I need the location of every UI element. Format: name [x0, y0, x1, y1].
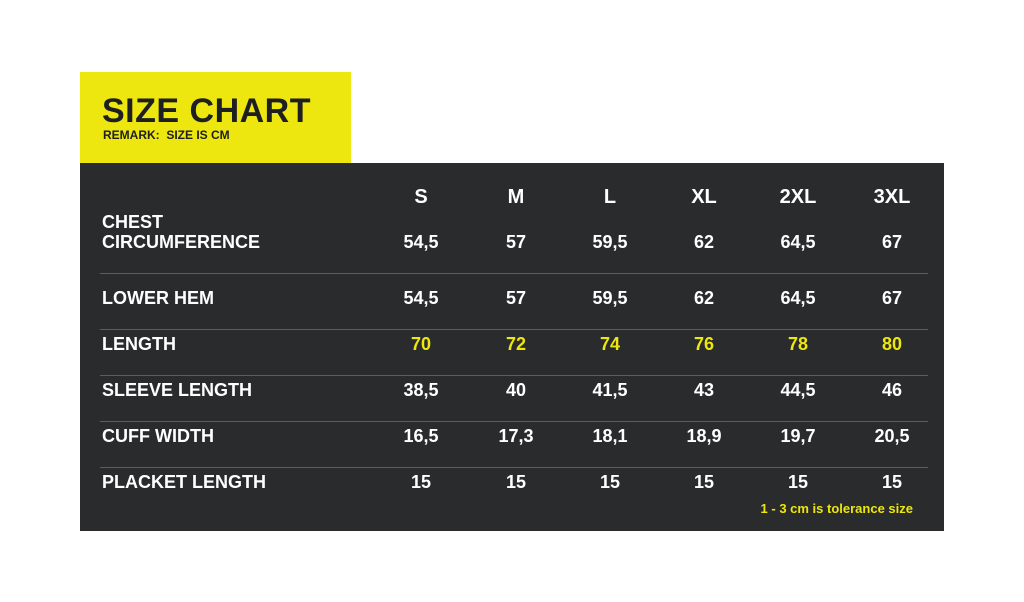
- row-label: CHEST: [102, 212, 164, 232]
- title: SIZE CHART: [102, 92, 311, 130]
- cell: 17,3: [498, 426, 534, 446]
- cell: 57: [505, 288, 527, 308]
- row-label: CUFF WIDTH: [102, 426, 214, 446]
- cell: 15: [881, 472, 903, 492]
- row-divider: [100, 329, 928, 330]
- row-label: SLEEVE LENGTH: [102, 380, 253, 400]
- cell: 38,5: [403, 380, 439, 400]
- column-header: L: [603, 186, 617, 208]
- cell: 59,5: [592, 232, 628, 252]
- cell: 64,5: [780, 288, 816, 308]
- cell: 62: [693, 232, 715, 252]
- size-table: 1 - 3 cm is tolerance size S M L XL 2XL 3XL CH…: [80, 163, 944, 531]
- cell: 78: [787, 334, 809, 354]
- note: 1 - 3 cm is tolerance size: [760, 501, 913, 516]
- cell: 54,5: [403, 232, 439, 252]
- row-divider: [100, 467, 928, 468]
- column-header: 2XL: [779, 186, 817, 208]
- header: SIZE CHART REMARK: SIZE IS CM: [80, 72, 351, 163]
- column-header: M: [507, 186, 525, 208]
- cell: 62: [693, 288, 715, 308]
- row-label: CIRCUMFERENCE: [102, 232, 261, 252]
- cell: 72: [505, 334, 527, 354]
- cell: 19,7: [780, 426, 816, 446]
- cell: 15: [787, 472, 809, 492]
- cell: 67: [881, 232, 903, 252]
- row-label: LENGTH: [102, 334, 176, 354]
- column-header: S: [414, 186, 428, 208]
- column-header: XL: [691, 186, 717, 208]
- cell: 46: [881, 380, 903, 400]
- cell: 59,5: [592, 288, 628, 308]
- column-header: 3XL: [873, 186, 911, 208]
- cell: 15: [693, 472, 715, 492]
- cell: 41,5: [592, 380, 628, 400]
- cell: 40: [505, 380, 527, 400]
- cell: 15: [505, 472, 527, 492]
- cell: 67: [881, 288, 903, 308]
- cell: 15: [599, 472, 621, 492]
- cell: 70: [410, 334, 432, 354]
- cell: 18,1: [592, 426, 628, 446]
- row-label: LOWER HEM: [102, 288, 214, 308]
- cell: 20,5: [874, 426, 910, 446]
- cell: 15: [410, 472, 432, 492]
- cell: 64,5: [780, 232, 816, 252]
- row-label: PLACKET LENGTH: [102, 472, 266, 492]
- row-divider: [100, 273, 928, 274]
- row-divider: [100, 421, 928, 422]
- cell: 44,5: [780, 380, 816, 400]
- cell: 43: [693, 380, 715, 400]
- cell: 74: [599, 334, 621, 354]
- row-divider: [100, 375, 928, 376]
- cell: 16,5: [403, 426, 439, 446]
- cell: 18,9: [686, 426, 722, 446]
- cell: 76: [693, 334, 715, 354]
- cell: 80: [881, 334, 903, 354]
- cell: 54,5: [403, 288, 439, 308]
- remark: REMARK: SIZE IS CM: [103, 128, 230, 142]
- cell: 57: [505, 232, 527, 252]
